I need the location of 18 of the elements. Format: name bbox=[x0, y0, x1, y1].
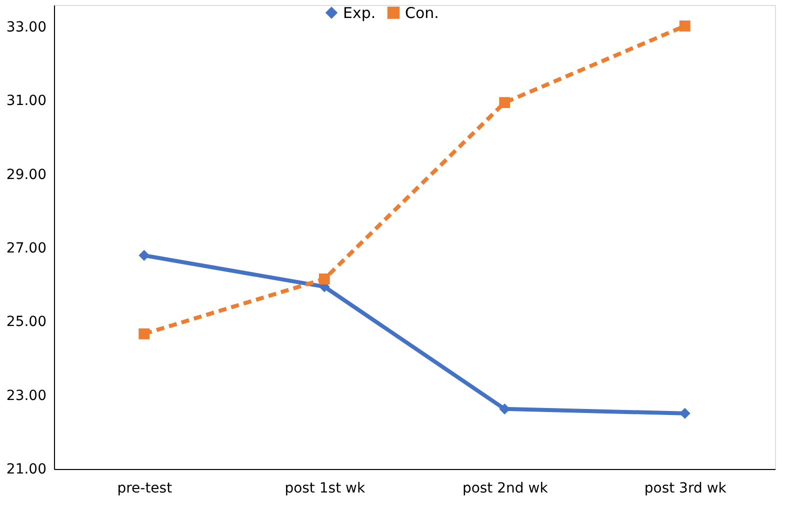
point bbox=[138, 328, 150, 340]
x-tick-label: post 2nd wk bbox=[462, 480, 549, 496]
legend-label: Exp. bbox=[343, 4, 376, 22]
point bbox=[679, 20, 690, 32]
point bbox=[318, 274, 330, 284]
x-tick-label: pre-test bbox=[117, 480, 173, 496]
x-tick-label: post 1st wk bbox=[284, 480, 366, 496]
y-tick-label: 29.00 bbox=[6, 166, 46, 183]
y-tick-label: 33.00 bbox=[6, 20, 46, 36]
x-tick-label: post 3rd wk bbox=[644, 480, 728, 496]
point bbox=[138, 250, 150, 261]
y-tick-label: 31.00 bbox=[6, 93, 46, 110]
y-tick-label: 23.00 bbox=[6, 388, 46, 404]
point bbox=[499, 97, 510, 108]
y-tick-label: 27.00 bbox=[6, 240, 46, 257]
y-tick-label: 21.00 bbox=[6, 462, 46, 478]
legend-label: Con. bbox=[405, 4, 439, 22]
y-tick-label: 25.00 bbox=[6, 314, 46, 330]
